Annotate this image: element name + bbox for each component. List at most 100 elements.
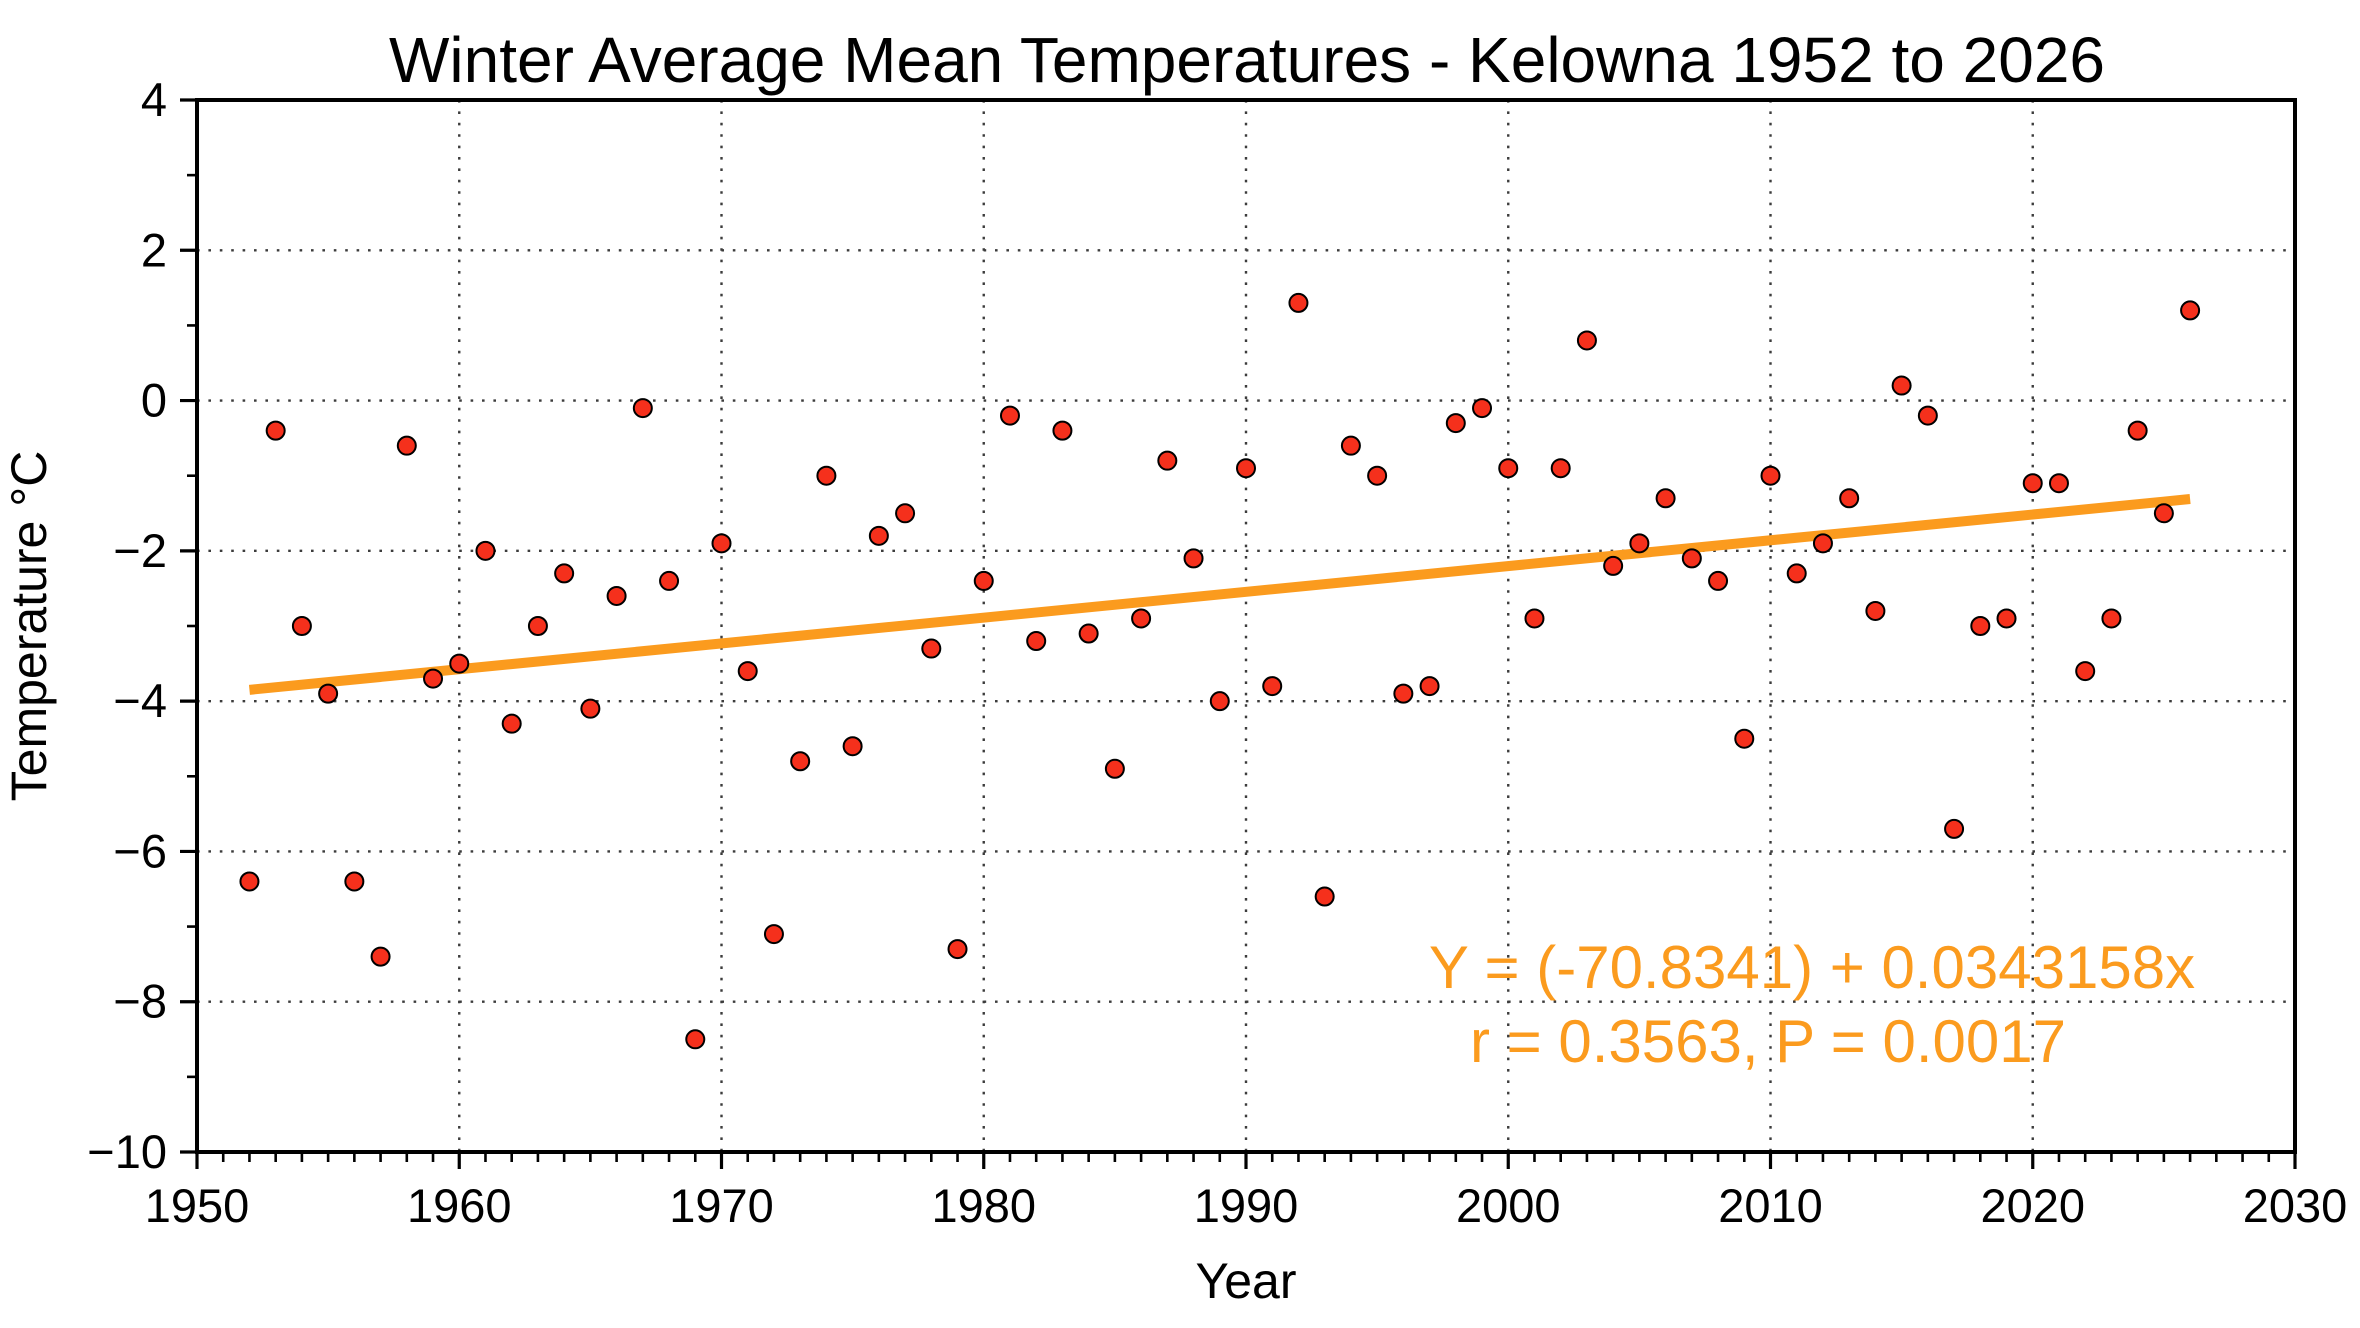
data-point: [1104, 758, 1125, 779]
x-tick-label: 2030: [2243, 1179, 2348, 1232]
data-point: [370, 946, 391, 967]
data-point: [1734, 728, 1755, 749]
correlation-stats-annotation: r = 0.3563, P = 0.0017: [1470, 1008, 2066, 1075]
data-point: [1655, 488, 1676, 509]
data-point: [2048, 473, 2069, 494]
data-point: [291, 616, 312, 636]
data-point: [2101, 608, 2122, 629]
data-point: [1183, 548, 1204, 569]
data-point: [580, 698, 601, 719]
data-point: [1944, 818, 1965, 839]
x-tick-label: 1980: [931, 1179, 1036, 1232]
data-point: [1891, 375, 1912, 396]
x-tick-label: 1950: [145, 1179, 250, 1232]
y-tick-label: −8: [113, 975, 167, 1028]
data-point: [1367, 465, 1388, 486]
data-point: [1576, 330, 1597, 351]
x-tick-label: 2010: [1718, 1179, 1823, 1232]
data-point: [475, 540, 496, 561]
data-point: [1760, 465, 1781, 486]
data-point: [685, 1029, 706, 1050]
axis-ticks-layer: [180, 98, 2297, 1169]
data-point: [947, 939, 968, 960]
x-tick-label: 1990: [1194, 1179, 1299, 1232]
data-point: [1629, 533, 1650, 554]
data-point: [1052, 420, 1073, 441]
x-tick-label: 1960: [407, 1179, 512, 1232]
data-point: [1236, 458, 1256, 479]
y-tick-label: 2: [141, 223, 167, 276]
data-point: [2022, 473, 2043, 494]
data-point: [737, 661, 758, 682]
x-tick-label: 1970: [669, 1179, 774, 1232]
data-point: [816, 465, 837, 486]
trend-line: [248, 494, 2191, 695]
data-point: [1078, 623, 1099, 644]
data-point: [895, 503, 916, 524]
data-point: [1314, 886, 1335, 907]
data-point: [999, 405, 1020, 426]
data-point: [790, 751, 811, 772]
data-point: [1209, 691, 1230, 712]
data-point: [239, 871, 260, 892]
data-point: [1445, 413, 1466, 434]
data-point: [921, 638, 942, 659]
x-tick-label: 2000: [1456, 1179, 1561, 1232]
data-point: [1786, 563, 1807, 584]
data-point: [868, 525, 889, 546]
y-tick-label: −2: [113, 524, 167, 577]
data-point: [1340, 435, 1361, 456]
data-point: [527, 616, 548, 636]
data-point: [711, 533, 732, 554]
data-point: [2075, 661, 2096, 682]
data-point: [1839, 488, 1860, 509]
data-point: [1996, 608, 2017, 629]
gridlines-layer: [197, 100, 2295, 1152]
data-point: [344, 871, 365, 892]
data-point: [1865, 600, 1886, 621]
data-point: [1970, 616, 1991, 636]
data-point: [318, 683, 339, 704]
data-point: [1498, 458, 1519, 479]
trend-line-layer: [248, 494, 2191, 695]
tick-labels-layer: 1950 1960 1970 1980 1990 2000 2010 2020 2030 4 2 0 −…: [87, 73, 2347, 1232]
data-point: [1393, 683, 1414, 704]
data-point: [449, 653, 470, 674]
x-tick-label: 2020: [1980, 1179, 2085, 1232]
data-point: [632, 398, 653, 419]
y-tick-label: −6: [113, 824, 167, 877]
data-point: [1708, 570, 1729, 591]
data-point: [2180, 300, 2201, 321]
data-point: [501, 713, 522, 734]
regression-equation-annotation: Y = (-70.8341) + 0.0343158x: [1429, 934, 2195, 1001]
data-point: [423, 668, 444, 689]
data-point: [554, 563, 575, 584]
chart-title: Winter Average Mean Temperatures - Kelow…: [389, 24, 2105, 96]
data-point: [763, 924, 784, 945]
data-point: [1472, 398, 1493, 419]
data-point: [1288, 292, 1309, 313]
data-point: [606, 585, 627, 606]
data-point: [1026, 631, 1047, 652]
data-point: [2127, 420, 2148, 441]
data-point: [659, 570, 680, 591]
y-tick-label: −10: [87, 1125, 167, 1178]
x-axis-label: Year: [1195, 1253, 1296, 1309]
data-point: [1812, 533, 1833, 554]
y-tick-label: 0: [141, 374, 167, 427]
data-point: [1131, 608, 1152, 629]
data-point: [1157, 450, 1178, 471]
data-point: [265, 420, 286, 441]
y-tick-label: 4: [141, 73, 167, 126]
data-point: [2153, 503, 2174, 524]
data-point: [973, 570, 994, 591]
y-tick-label: −4: [113, 674, 167, 727]
data-point: [1603, 555, 1624, 576]
data-point: [1262, 676, 1283, 697]
data-point: [1917, 405, 1938, 426]
y-axis-label: Temperature °C: [1, 451, 57, 802]
data-point: [1681, 548, 1702, 569]
data-point: [1550, 458, 1571, 479]
